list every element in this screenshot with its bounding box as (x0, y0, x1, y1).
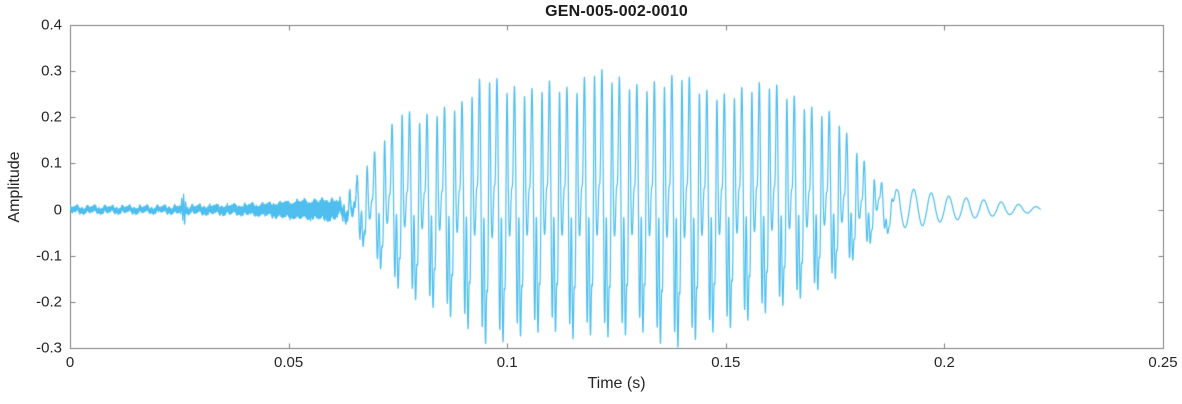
y-tick-label: -0.1 (36, 247, 62, 265)
y-tick-label: -0.2 (36, 293, 62, 311)
x-tick-label: 0.25 (1148, 354, 1178, 371)
y-tick-label: -0.3 (36, 339, 62, 357)
chart-title: GEN-005-002-0010 (545, 3, 688, 20)
y-tick-label: 0 (53, 201, 62, 219)
x-tick-label: 0.15 (711, 354, 741, 371)
x-tick-label: 0.05 (273, 354, 304, 371)
x-tick-label: 0.1 (496, 354, 518, 371)
x-tick-label: 0 (65, 354, 75, 371)
y-tick-label: 0.2 (41, 108, 62, 126)
y-tick-label: 0.3 (41, 62, 62, 80)
x-tick-label: 0.2 (933, 354, 955, 371)
y-tick-label: 0.1 (41, 154, 62, 172)
x-axis-label: Time (s) (587, 375, 646, 392)
y-axis-label: Amplitude (6, 151, 23, 223)
y-tick-label: 0.4 (41, 16, 62, 34)
